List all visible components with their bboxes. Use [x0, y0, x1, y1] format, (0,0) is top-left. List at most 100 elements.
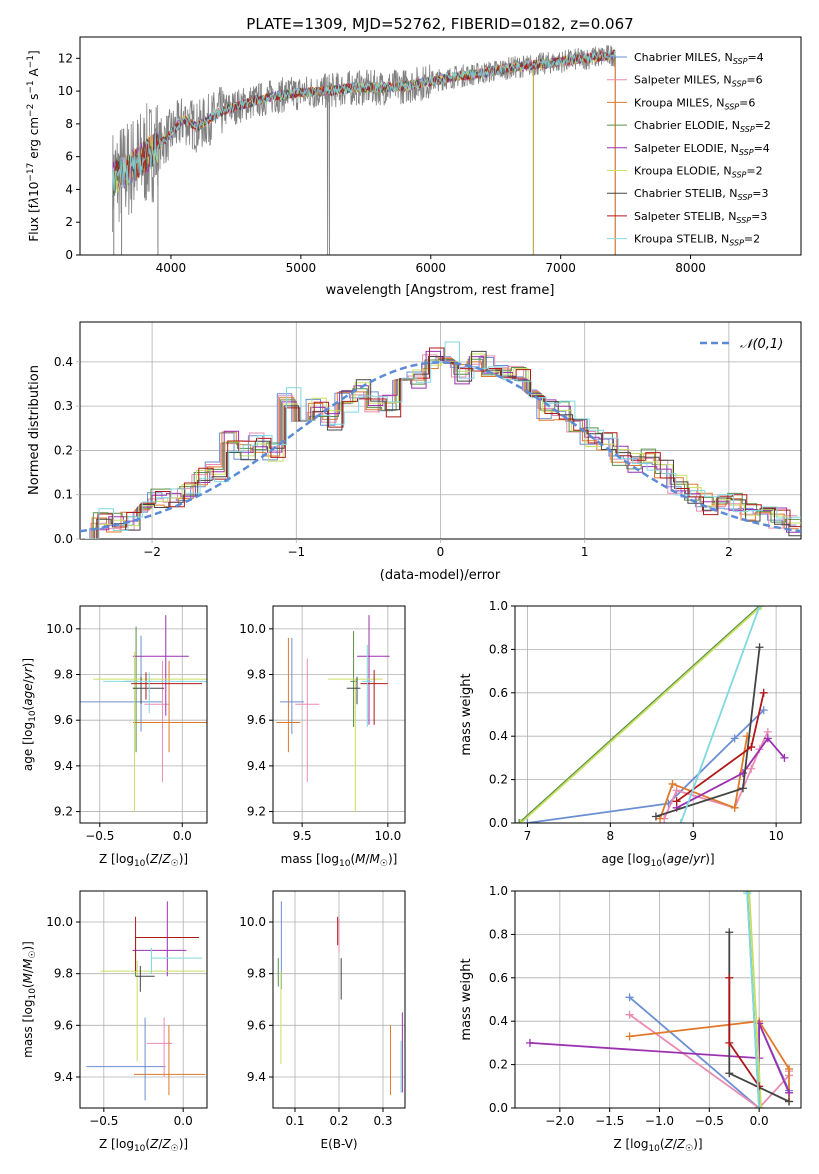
x-tick-label: 10.0 — [374, 829, 401, 843]
y-tick-label: 0.2 — [54, 443, 73, 457]
plus-marker — [625, 1032, 634, 1041]
histogram-step — [82, 350, 801, 539]
y-tick-label: 10 — [58, 84, 73, 98]
data-layer — [276, 615, 390, 812]
axes-frame — [79, 36, 802, 256]
y-tick-label: 9.6 — [54, 713, 73, 727]
errorbar-point — [124, 626, 138, 753]
plus-marker — [668, 779, 677, 788]
x-axis-label: Z [log10(Z/Z☉)] — [99, 1137, 188, 1154]
legend-label: Chabrier MILES, NSSP=4 — [634, 51, 764, 66]
y-tick-label: 8 — [65, 117, 73, 131]
errorbar-point — [132, 901, 187, 977]
x-tick-label: 0.2 — [329, 1114, 348, 1128]
y-axis-label: mass weight — [459, 673, 474, 755]
x-tick-label: 10 — [768, 829, 783, 843]
plus-marker — [625, 993, 634, 1002]
errorbar-point — [362, 644, 373, 728]
mass-weight-line — [748, 891, 762, 1108]
x-tick-label: −2.0 — [545, 1114, 574, 1128]
y-tick-label: 9.8 — [54, 668, 73, 682]
y-tick-label: 0.4 — [54, 355, 73, 369]
plus-marker — [755, 606, 764, 610]
x-tick-label: 4000 — [156, 261, 187, 275]
plus-marker — [738, 784, 747, 793]
mass-weight-line — [746, 893, 760, 1108]
x-axis-label: mass [log10(M/M☉)] — [281, 852, 398, 869]
plus-marker — [763, 734, 772, 743]
errorbar-point — [100, 960, 206, 1062]
errorbar-point — [135, 916, 200, 972]
errorbar-point — [295, 658, 320, 782]
y-tick-label: 0.8 — [489, 927, 508, 941]
plus-marker — [525, 1038, 534, 1047]
plus-marker — [755, 1082, 764, 1091]
y-tick-label: 0.6 — [489, 686, 508, 700]
x-axis-label: E(B-V) — [320, 1137, 357, 1151]
ebv-mass-plot: 0.1 0.2 0.3 9.4 9.6 9.8 10.0 E(B-V) — [239, 890, 406, 1151]
plus-marker — [730, 734, 739, 743]
residual-histogram: (data-model)/error Normed distribution −… — [27, 321, 802, 583]
spectrum-title: PLATE=1309, MJD=52762, FIBERID=0182, z=0… — [246, 15, 633, 33]
plus-marker — [651, 812, 660, 821]
legend-label: Chabrier ELODIE, NSSP=2 — [634, 119, 771, 134]
data-layer — [525, 891, 794, 1108]
x-tick-label: 0.1 — [285, 1114, 304, 1128]
x-tick-label: 0.0 — [174, 1114, 193, 1128]
spectrum-xlabel: wavelength [Angstrom, rest frame] — [326, 283, 555, 298]
x-axis-label: Z [log10(Z/Z☉)] — [613, 1137, 702, 1154]
y-tick-label: 9.8 — [247, 668, 266, 682]
model-spectrum — [112, 50, 616, 197]
y-tick-label: 9.8 — [54, 967, 73, 981]
y-tick-label: 9.2 — [247, 805, 266, 819]
y-tick-label: 0.6 — [489, 971, 508, 985]
histogram-step — [80, 356, 797, 539]
plus-marker — [780, 753, 789, 762]
observed-spectrum — [112, 45, 616, 255]
errorbar-point — [93, 651, 207, 812]
histogram-step — [80, 350, 801, 539]
mass-weight-line — [520, 606, 762, 823]
y-axis-label: age [log10(age/yr)] — [21, 658, 38, 771]
y-tick-label: 0.2 — [489, 773, 508, 787]
errorbar-point — [132, 660, 207, 753]
plus-marker — [747, 764, 756, 773]
errorbar-point — [132, 615, 189, 716]
y-tick-label: 0.0 — [489, 1101, 508, 1115]
errorbar-point — [131, 672, 203, 700]
errorbar-point — [279, 637, 304, 734]
y-tick-label: 9.4 — [54, 1070, 73, 1084]
plus-marker — [515, 819, 524, 823]
plus-marker — [759, 688, 768, 697]
errorbar-point — [360, 669, 388, 725]
x-tick-label: 0.0 — [173, 829, 192, 843]
errorbar-point — [135, 965, 155, 992]
plus-marker — [785, 1097, 794, 1106]
mass-weight-line — [659, 736, 748, 820]
hist-xlabel: (data-model)/error — [380, 568, 501, 583]
plus-marker — [516, 819, 525, 823]
y-tick-label: 0 — [65, 248, 73, 262]
x-tick-label: −2 — [143, 545, 161, 559]
z-massweight-plot: −2.0 −1.5 −1.0 −0.5 0.0 0.0 0.2 0.4 0.6 0.8 1.0 Z [… — [459, 884, 802, 1154]
histogram-step — [83, 347, 801, 539]
x-tick-label: 7 — [524, 829, 532, 843]
y-tick-label: 0.8 — [489, 642, 508, 656]
errorbar-point — [357, 615, 390, 725]
y-tick-label: 0.0 — [489, 816, 508, 830]
x-tick-label: 9.5 — [293, 829, 312, 843]
legend-label: Kroupa MILES, NSSP=6 — [634, 96, 755, 111]
y-tick-label: 9.6 — [247, 713, 266, 727]
y-tick-label: 4 — [65, 182, 73, 196]
axes-frame — [272, 605, 406, 824]
plus-marker — [755, 1104, 764, 1108]
y-tick-label: 9.4 — [247, 759, 266, 773]
y-tick-label: 1.0 — [489, 884, 508, 898]
x-tick-label: −1.5 — [595, 1114, 624, 1128]
plus-marker — [725, 973, 734, 982]
plus-marker — [725, 1069, 734, 1078]
errorbar-point — [276, 637, 301, 753]
plus-marker — [676, 819, 685, 823]
histogram-step — [80, 354, 798, 539]
x-tick-label: −0.5 — [85, 829, 114, 843]
